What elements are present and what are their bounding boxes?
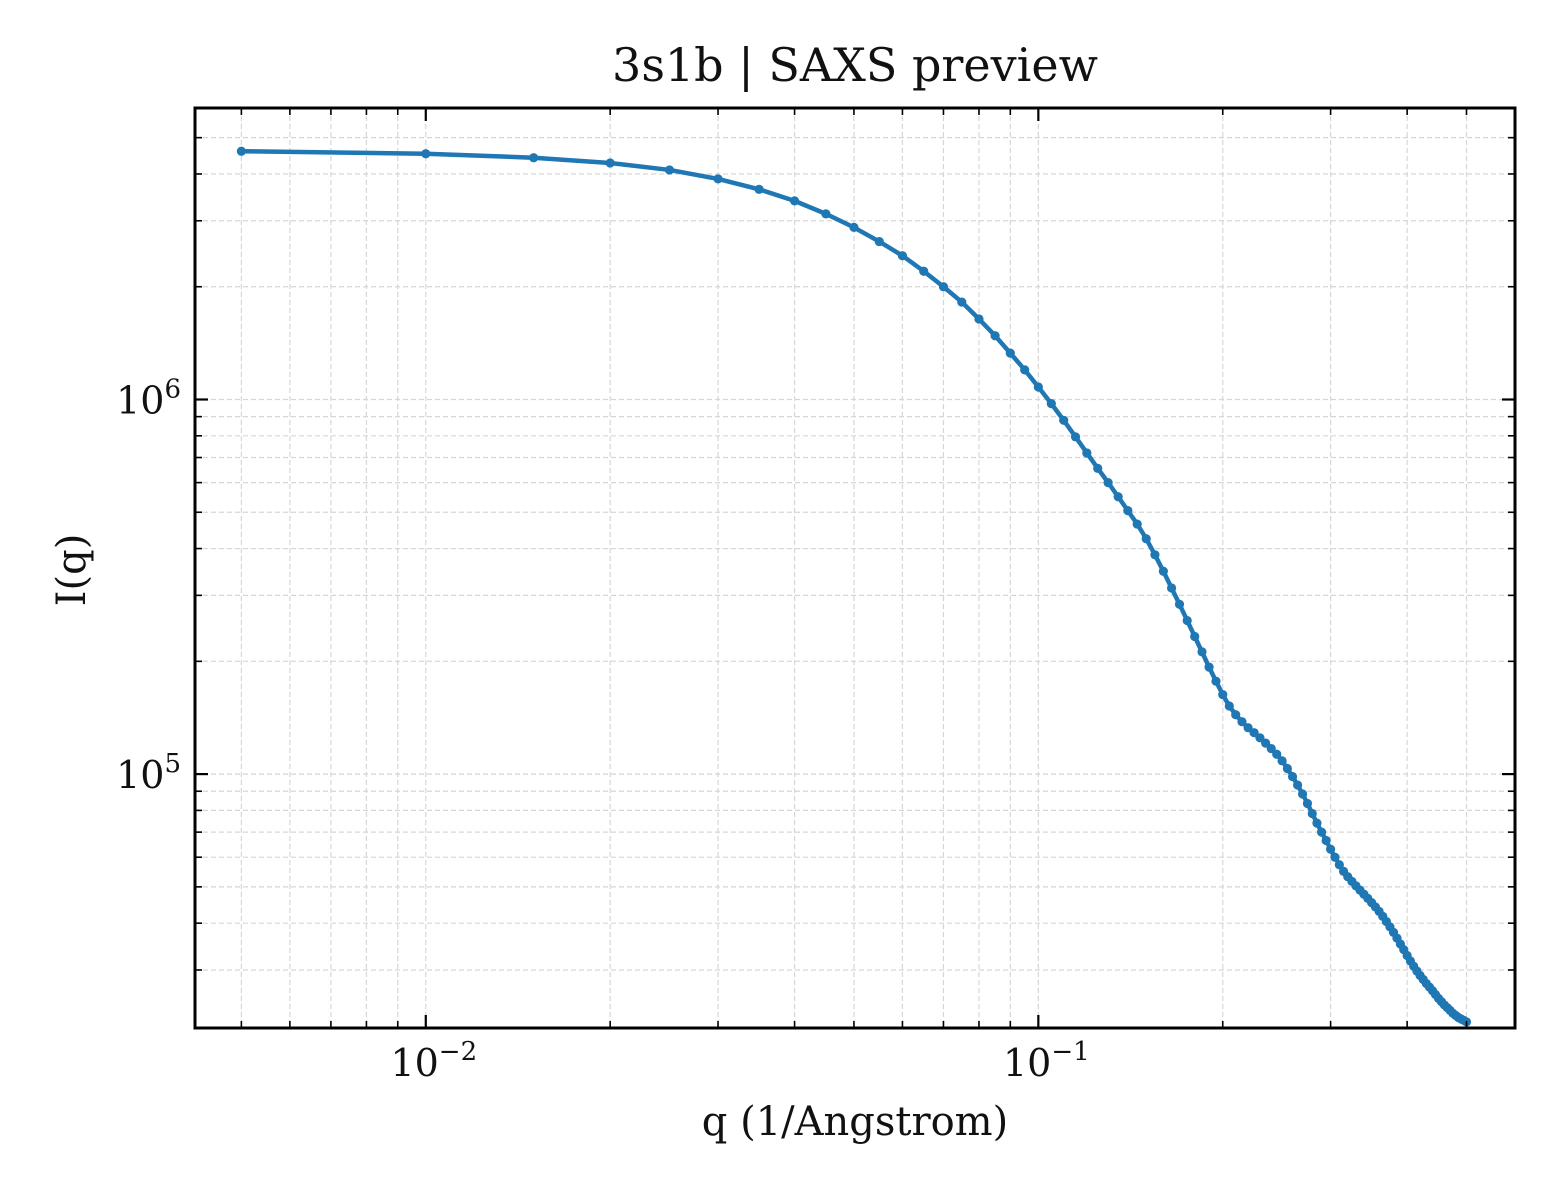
data-point [1020,365,1030,375]
data-point [1282,763,1292,774]
data-point [605,158,615,168]
data-point [1266,743,1276,754]
data-point [874,236,884,247]
chart-title: 3s1b | SAXS preview [612,38,1098,92]
plot-frame [193,106,1517,1030]
data-point [1113,492,1123,502]
data-point [1312,818,1322,828]
data-point [1287,771,1298,782]
data-point [897,251,908,261]
data-point [1302,798,1313,809]
data-point [1046,399,1056,409]
data-point [1307,808,1317,819]
data-point [1103,478,1113,488]
data-point [1132,519,1142,529]
data-point [1237,717,1247,727]
data-point [1150,550,1160,560]
data-point [1330,852,1340,862]
series-line [239,148,1469,1025]
data-point [421,149,431,159]
data-point [1174,599,1185,609]
data-point [849,222,859,233]
data-point [236,146,246,156]
data-point [1197,647,1207,657]
data-point [1316,827,1327,837]
x-tick-label: 10−2 [390,1037,477,1085]
x-axis-label: q (1/Angstrom) [701,1099,1009,1145]
data-point [1166,583,1177,593]
data-point [1182,615,1192,626]
data-point [1093,463,1103,473]
data-point [974,314,984,324]
y-tick-label: 106 [116,374,181,422]
x-tick-label: 10−1 [1003,1037,1090,1085]
grid-layer [195,107,1515,1028]
data-point [1224,701,1234,711]
data-point [1293,780,1303,790]
data-point [938,282,949,292]
data-point [1272,749,1282,759]
data-point [789,196,800,206]
data-point [1033,382,1043,392]
data-point [1158,566,1168,576]
data-point [529,153,539,163]
data-point [1334,860,1344,870]
data-point [1321,835,1331,846]
data-point [1204,662,1214,672]
axes-layer: 10−2 10−1 105 106 [116,106,1517,1085]
data-point [1005,348,1015,358]
data-point [919,266,929,276]
data-point [1211,676,1221,686]
data-point [754,184,764,194]
series-layer [236,146,1472,1027]
data-point [1059,415,1069,425]
data-point [1231,710,1241,720]
data-point [990,331,1000,341]
data-point [1123,506,1133,516]
data-point [821,209,831,219]
data-point [1070,432,1081,442]
data-point [664,165,675,175]
data-point [1190,631,1200,642]
data-point [713,174,723,184]
data-point [957,297,967,307]
data-point [1297,789,1308,799]
data-point [1277,756,1287,766]
data-point [1082,448,1092,458]
data-point [1218,690,1228,700]
data-point [1141,534,1151,544]
y-tick-label: 105 [116,749,181,797]
data-point [1326,844,1336,854]
